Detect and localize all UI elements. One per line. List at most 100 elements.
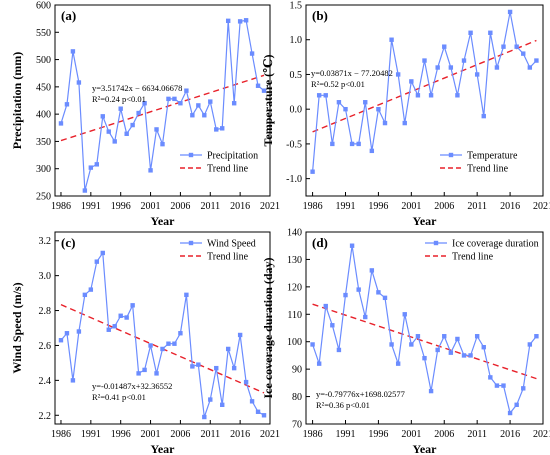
regression-stats: R²=0.52 p<0.01 xyxy=(311,79,365,89)
data-point xyxy=(501,383,506,388)
x-axis-title: Year xyxy=(413,214,438,228)
trend-line xyxy=(60,74,265,142)
x-tick-label: 1986 xyxy=(303,201,323,212)
plot-frame xyxy=(54,231,271,425)
data-point xyxy=(363,314,368,320)
data-point xyxy=(82,292,88,298)
data-point xyxy=(184,88,189,93)
data-point xyxy=(58,338,64,343)
data-point xyxy=(166,341,171,346)
data-point xyxy=(521,386,526,391)
data-point xyxy=(124,315,129,320)
x-tick-label: 2001 xyxy=(141,429,161,440)
y-tick-label: 120 xyxy=(287,282,302,293)
data-point xyxy=(507,410,513,416)
x-tick-label: 2011 xyxy=(467,429,487,440)
y-tick-label: 130 xyxy=(287,255,302,266)
data-point xyxy=(76,80,82,85)
data-point xyxy=(310,342,315,347)
data-point xyxy=(172,96,177,102)
data-point xyxy=(208,99,213,104)
data-point xyxy=(190,364,195,369)
y-tick-label: 0.0 xyxy=(290,105,303,116)
data-point xyxy=(409,79,414,84)
data-point xyxy=(196,362,201,367)
data-point xyxy=(527,342,533,347)
data-point xyxy=(448,350,454,355)
data-point xyxy=(148,168,153,173)
data-point xyxy=(82,188,88,193)
y-axis-title: Ice coverage duration (day) xyxy=(261,258,275,399)
data-point xyxy=(468,353,473,358)
data-point xyxy=(415,93,421,98)
y-axis-title: Temperature (℃) xyxy=(261,54,275,146)
y-tick-label: -1.0 xyxy=(286,174,302,185)
data-point xyxy=(58,121,64,126)
data-point xyxy=(488,375,493,380)
x-tick-label: 2016 xyxy=(500,201,520,212)
data-point xyxy=(323,93,328,98)
panel-label: (c) xyxy=(61,235,75,250)
regression-stats: R²=0.41 p<0.01 xyxy=(92,392,146,402)
data-point xyxy=(402,120,407,126)
x-tick-label: 1991 xyxy=(81,201,101,212)
data-point xyxy=(94,259,100,264)
x-tick-label: 2021 xyxy=(533,429,550,440)
data-point xyxy=(225,346,231,352)
plot-frame xyxy=(54,4,271,197)
y-tick-label: 100 xyxy=(287,337,302,348)
data-point xyxy=(461,353,467,358)
data-point xyxy=(249,399,255,404)
y-tick-label: 140 xyxy=(287,228,302,239)
data-point xyxy=(220,402,225,407)
y-tick-label: 80 xyxy=(292,392,302,403)
data-point xyxy=(208,397,213,402)
data-point xyxy=(100,250,105,256)
data-point xyxy=(316,361,322,366)
panel-a: 1986 1991 1996 2001 2006 2011 2016 2021 250 300 35… xyxy=(10,1,280,229)
data-point xyxy=(514,402,519,407)
data-point xyxy=(130,122,135,128)
data-point xyxy=(106,327,111,332)
y-tick-label: 2.4 xyxy=(39,376,52,387)
data-point xyxy=(376,106,381,112)
data-point xyxy=(148,343,153,348)
data-point xyxy=(202,414,207,420)
data-point xyxy=(237,332,243,338)
data-point xyxy=(70,49,76,54)
plot-frame xyxy=(305,4,544,197)
data-point xyxy=(382,295,388,301)
y-tick-label: 550 xyxy=(36,28,51,39)
data-point xyxy=(442,44,447,49)
x-tick-label: 1996 xyxy=(111,201,131,212)
data-point xyxy=(336,100,342,105)
panel-c: 1986 1991 1996 2001 2006 2011 2016 2021 2.2 2.4 2.… xyxy=(10,231,280,455)
data-point xyxy=(455,93,460,98)
data-point xyxy=(534,334,539,339)
y-tick-label: -0.5 xyxy=(286,139,302,150)
y-tick-label: 500 xyxy=(36,55,51,66)
data-point xyxy=(494,383,500,388)
data-point xyxy=(214,365,219,371)
regression-stats: R²=0.24 p<0.01 xyxy=(92,94,146,104)
data-point xyxy=(369,148,375,154)
legend-series-label: Precipitation xyxy=(207,151,258,162)
data-point xyxy=(330,141,335,147)
x-tick-label: 2016 xyxy=(230,429,250,440)
data-point xyxy=(343,106,348,112)
data-point xyxy=(422,355,427,361)
data-point xyxy=(310,169,315,174)
data-point xyxy=(243,18,249,23)
panel-b: 1986 1991 1996 2001 2006 2011 2016 2021 -1.0 -0.5… xyxy=(261,1,550,229)
x-tick-label: 2021 xyxy=(260,201,280,212)
y-tick-label: 2.6 xyxy=(39,341,52,352)
x-tick-label: 1986 xyxy=(51,429,71,440)
data-point xyxy=(448,65,454,70)
data-point xyxy=(395,361,401,366)
data-point xyxy=(64,331,70,336)
data-point xyxy=(534,58,539,63)
y-tick-label: 300 xyxy=(36,164,51,175)
data-point xyxy=(428,388,434,394)
x-tick-label: 1986 xyxy=(51,201,71,212)
